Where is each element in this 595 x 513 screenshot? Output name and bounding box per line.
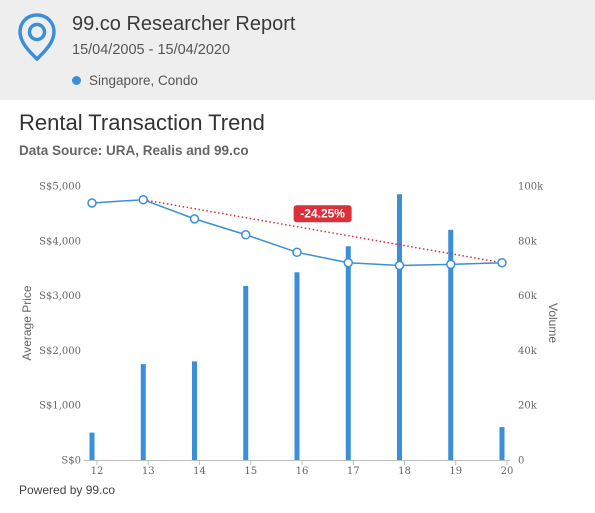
volume-bar-18 xyxy=(397,194,402,460)
volume-bar-15 xyxy=(243,286,249,460)
y-left-tick-label: S$2,000 xyxy=(39,346,81,357)
y-right-tick-label: 20k xyxy=(518,401,538,412)
price-point-12 xyxy=(87,198,97,208)
y-left-tick-label: S$5,000 xyxy=(39,182,81,193)
powered-by: Powered by 99.co xyxy=(19,483,116,497)
report-title: 99.co Researcher Report xyxy=(72,13,296,35)
filter-tag: Singapore, Condo xyxy=(72,73,198,88)
volume-bar-13 xyxy=(140,364,146,460)
price-point-20 xyxy=(497,257,507,268)
y-left-tick-label: S$3,000 xyxy=(39,291,81,302)
volume-bar-17 xyxy=(345,246,351,460)
date-range: 15/04/2005 - 15/04/2020 xyxy=(72,42,231,58)
y-right-tick-label: 40k xyxy=(518,346,538,357)
x-tick-label-12: 12 xyxy=(91,466,104,477)
y-right-tick-label: 0 xyxy=(518,456,524,467)
x-tick-label-19: 19 xyxy=(449,466,462,477)
volume-bar-14 xyxy=(192,361,197,460)
price-point-15 xyxy=(241,230,251,240)
chart-subtitle: Data Source: URA, Realis and 99.co xyxy=(19,143,249,158)
trend-badge xyxy=(293,205,352,223)
y-right-tick-label: 60k xyxy=(518,291,538,302)
trend-label: -24.25% xyxy=(300,207,345,221)
y-left-tick-label: S$4,000 xyxy=(39,236,81,247)
price-point-16 xyxy=(292,247,302,258)
chart-title: Rental Transaction Trend xyxy=(19,110,265,135)
x-tick-label-13: 13 xyxy=(142,466,155,477)
y-right-tick-label: 80k xyxy=(518,236,538,247)
price-point-18 xyxy=(394,260,405,271)
trend-line xyxy=(143,198,503,264)
volume-bar-19 xyxy=(448,229,454,460)
price-point-13 xyxy=(138,194,148,205)
report-header: 99.co Researcher Report 15/04/2005 - 15/… xyxy=(0,0,595,100)
y-left-tick-label: S$1,000 xyxy=(39,401,81,412)
volume-bar-20 xyxy=(499,427,505,460)
volume-bar-12 xyxy=(89,432,95,460)
x-tick-label-15: 15 xyxy=(244,466,257,477)
volume-bar-16 xyxy=(294,272,300,460)
price-point-14 xyxy=(189,214,200,224)
price-point-17 xyxy=(343,257,353,268)
location-pin-icon xyxy=(18,13,56,61)
y-right-axis-title: Volume xyxy=(546,303,560,343)
x-tick-label-17: 17 xyxy=(347,466,360,477)
price-point-19 xyxy=(446,259,456,270)
x-tick-label-20: 20 xyxy=(501,466,514,477)
y-left-tick-label: S$0 xyxy=(61,456,81,467)
filter-dot-icon xyxy=(72,76,81,85)
x-tick-label-14: 14 xyxy=(193,466,206,477)
x-tick-label-16: 16 xyxy=(296,466,309,477)
filter-label: Singapore, Condo xyxy=(89,73,198,88)
x-tick-label-18: 18 xyxy=(398,466,411,477)
y-left-axis-title: Average Price xyxy=(20,285,34,360)
y-right-tick-label: 100k xyxy=(518,182,544,193)
